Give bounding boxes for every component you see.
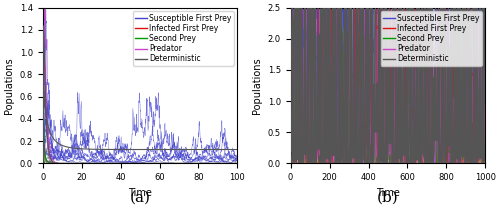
Title: (a): (a) xyxy=(130,191,150,205)
X-axis label: Time: Time xyxy=(376,188,400,198)
Legend: Susceptible First Prey, Infected First Prey, Second Prey, Predator, Deterministi: Susceptible First Prey, Infected First P… xyxy=(381,11,482,66)
Y-axis label: Populations: Populations xyxy=(252,57,262,114)
Title: (b): (b) xyxy=(377,191,399,205)
X-axis label: Time: Time xyxy=(128,188,152,198)
Legend: Susceptible First Prey, Infected First Prey, Second Prey, Predator, Deterministi: Susceptible First Prey, Infected First P… xyxy=(133,11,234,66)
Y-axis label: Populations: Populations xyxy=(4,57,14,114)
